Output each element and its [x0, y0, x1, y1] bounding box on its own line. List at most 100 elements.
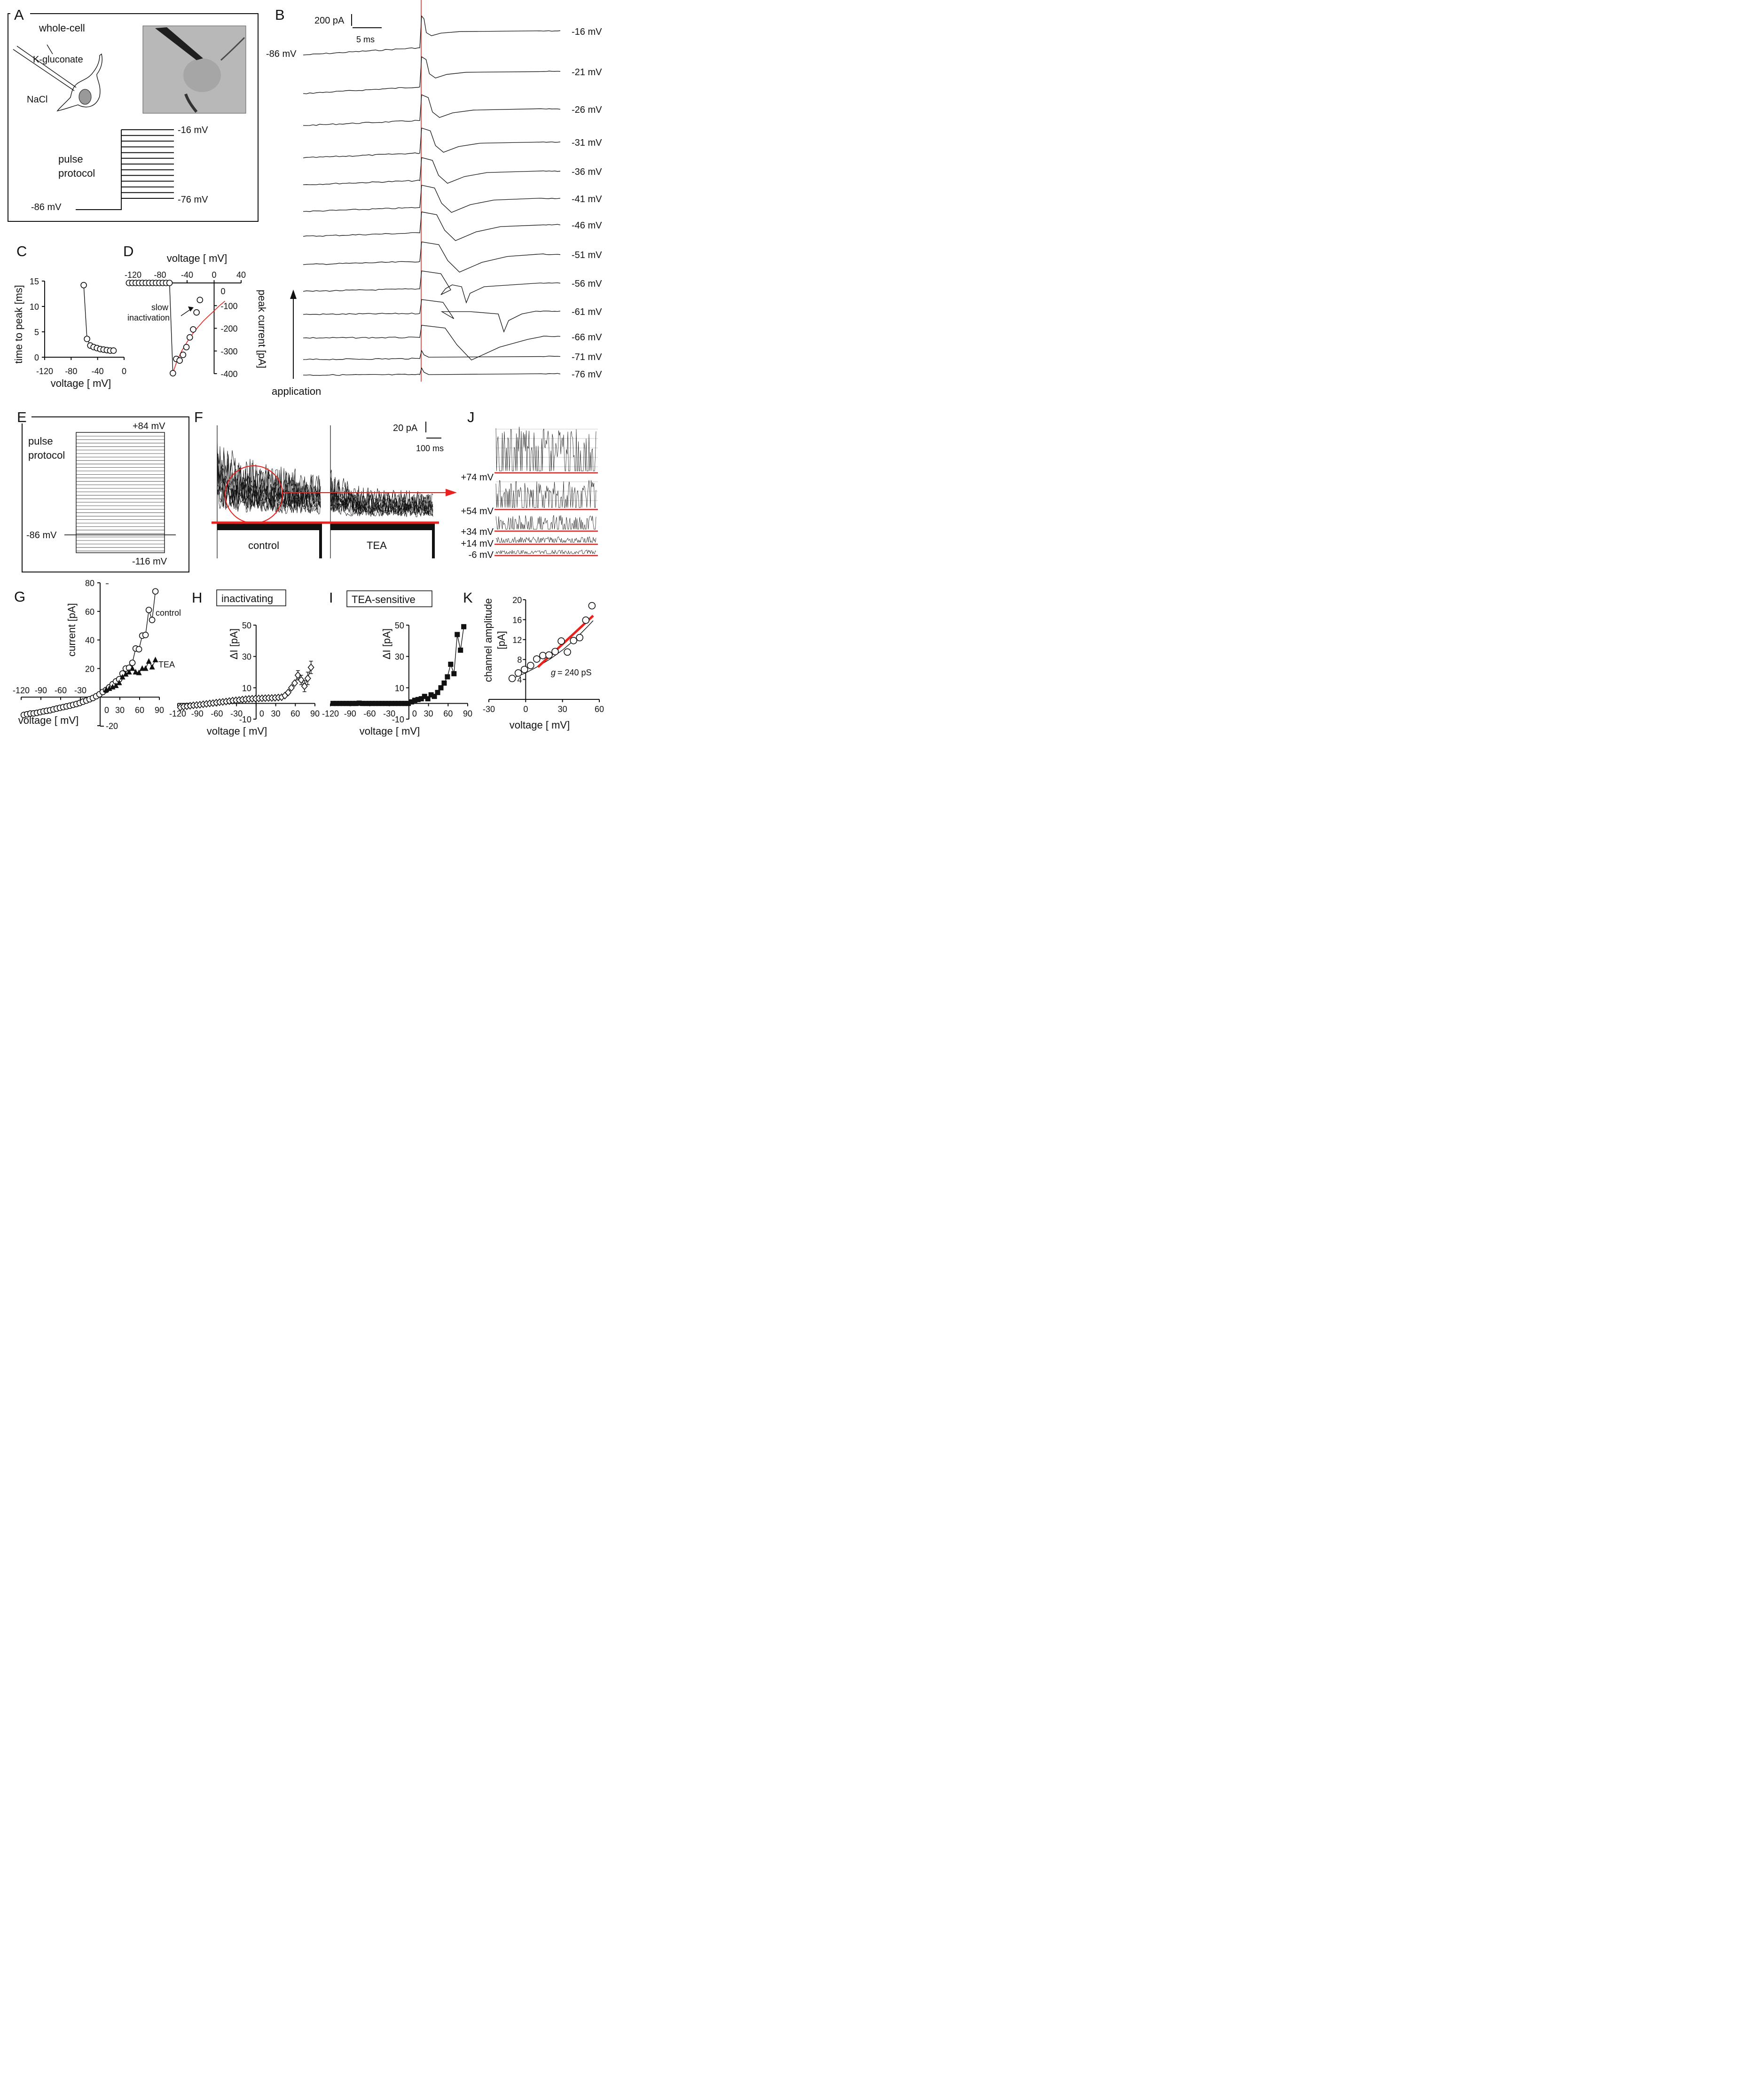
- i-y-tick-label: 50: [395, 621, 404, 630]
- i-data-point: [369, 701, 375, 706]
- i-data-point: [373, 701, 378, 706]
- i-y-tick-label: 30: [395, 652, 404, 662]
- panel-e-frame: [22, 416, 189, 572]
- slow-inactivation-arrow: [180, 308, 192, 316]
- g-tea-point: [146, 658, 152, 664]
- i-data-point: [350, 701, 355, 706]
- c-data-point: [110, 347, 117, 354]
- g-control-point: [135, 646, 142, 653]
- g-control-point: [145, 606, 152, 613]
- panel-k: K -30 0 30 60 4 8 12 16 20 voltage [ mV] channel a…: [463, 589, 604, 731]
- k-data-point: [588, 602, 596, 610]
- i-data-point: [432, 694, 437, 699]
- g-control-point: [152, 588, 159, 595]
- control-series-label: control: [156, 608, 181, 618]
- k-y-axis-label-line2: [pA]: [495, 631, 507, 649]
- i-data-point: [441, 680, 447, 686]
- current-trace: [303, 270, 561, 304]
- c-y-axis-label: time to peak [ms]: [13, 285, 24, 364]
- scale-bar-current-label: 200 pA: [314, 16, 345, 26]
- g-tea-point: [129, 665, 135, 671]
- g-y-tick-label: 80: [85, 579, 94, 588]
- scale-bar-time-label: 5 ms: [356, 35, 375, 44]
- d-y-tick-label: -300: [221, 347, 238, 356]
- k-data-point: [564, 648, 571, 656]
- d-data-point: [186, 334, 193, 341]
- i-data-point: [366, 701, 372, 706]
- k-data-point: [526, 662, 534, 669]
- h-x-tick-label: -120: [169, 709, 186, 719]
- current-trace: [303, 299, 561, 333]
- k-fit-line: [537, 615, 594, 668]
- panel-a-label-bg: [10, 8, 30, 21]
- trace-voltage-label: -31 mV: [572, 138, 602, 148]
- panel-f: F 20 pA 100 ms control TEA: [194, 409, 457, 558]
- panel-k-letter: K: [463, 589, 473, 606]
- panel-b: B 200 pA 5 ms -86 mV -16 mV-21 mV-26 mV-…: [266, 0, 602, 397]
- f-scale-current-label: 20 pA: [393, 423, 418, 433]
- k-y-tick-label: 8: [517, 655, 522, 665]
- d-x-tick-label: -120: [125, 270, 141, 280]
- zoom-arrow-head: [446, 489, 457, 496]
- current-trace: [303, 157, 561, 185]
- k-x-tick-label: -30: [483, 705, 495, 714]
- slow-inactivation-arrow-head: [188, 306, 194, 312]
- i-data-point: [399, 701, 405, 706]
- panel-j: J +74 mV +54 mV +34 mV +14 mV-6 mV: [461, 409, 598, 560]
- g-y-tick-label: -20: [106, 721, 118, 731]
- panel-d-letter: D: [123, 243, 133, 259]
- h-y-axis-label: ΔI [pA]: [228, 628, 240, 659]
- d-data-point: [166, 280, 173, 286]
- trace-voltage-label: -56 mV: [572, 279, 602, 289]
- d-data-point: [196, 297, 204, 303]
- d-x-axis-label: voltage [ mV]: [167, 252, 227, 264]
- protocol-e-label-line2: protocol: [28, 449, 65, 461]
- k-x-axis-label: voltage [ mV]: [510, 719, 570, 731]
- whole-cell-current-traces: [217, 425, 435, 558]
- control-trace: [217, 483, 321, 513]
- panel-a-letter: A: [14, 7, 24, 23]
- panel-i-letter: I: [329, 589, 333, 606]
- trace-labels: -16 mV -21 mV -26 mV -31 mV -36 mV -41 mV -46 …: [572, 27, 602, 380]
- g-tea-point: [126, 669, 132, 674]
- current-trace: [303, 127, 561, 158]
- i-y-tick-label: 10: [395, 683, 404, 693]
- zoom-circle: [225, 465, 283, 524]
- k-y-tick-label: 12: [512, 635, 522, 645]
- current-trace: [303, 185, 561, 213]
- j-voltage-label: +54 mV: [461, 506, 494, 517]
- i-x-tick-label: 30: [424, 709, 433, 719]
- micrograph-debris: [184, 93, 198, 113]
- k-x-tick-label: 0: [523, 705, 528, 714]
- h-data-point: [294, 671, 301, 679]
- h-data-point: [298, 676, 305, 684]
- chart-h: -120 -90 -60 -30 0 30 60 90 -10 10 30 50 voltage [ m…: [169, 621, 320, 737]
- h-y-tick-label: 50: [242, 621, 251, 630]
- h-x-tick-label: 60: [290, 709, 300, 719]
- g-x-tick-label: -30: [74, 686, 86, 695]
- h-x-tick-label: -30: [230, 709, 243, 719]
- k-data-point: [520, 666, 528, 674]
- panel-c-letter: C: [16, 243, 27, 259]
- micrograph-pipette: [155, 27, 203, 60]
- g-tea-point: [123, 671, 129, 677]
- i-data-point: [346, 701, 352, 706]
- protocol-e-label-line1: pulse: [28, 435, 53, 447]
- h-y-tick-label: 30: [242, 652, 251, 662]
- i-data-point: [392, 701, 398, 706]
- g-control-point: [129, 659, 136, 666]
- i-y-axis-label: ΔI [pA]: [381, 628, 392, 659]
- i-data-point: [418, 696, 424, 702]
- j-voltage-label: +74 mV: [461, 472, 494, 483]
- i-data-point: [402, 701, 408, 706]
- d-data-point: [183, 344, 190, 351]
- k-y-tick-label: 4: [517, 675, 522, 685]
- inactivating-title: inactivating: [221, 593, 273, 604]
- d-y-tick-label: -400: [221, 369, 238, 379]
- single-channel-trace: [495, 426, 596, 471]
- micrograph: [142, 25, 246, 114]
- chart-i: -120 -90 -60 -30 0 30 60 90 -10 10 30 50 voltage [ m…: [322, 621, 472, 737]
- h-data-point: [284, 689, 292, 697]
- i-data-point: [379, 701, 385, 706]
